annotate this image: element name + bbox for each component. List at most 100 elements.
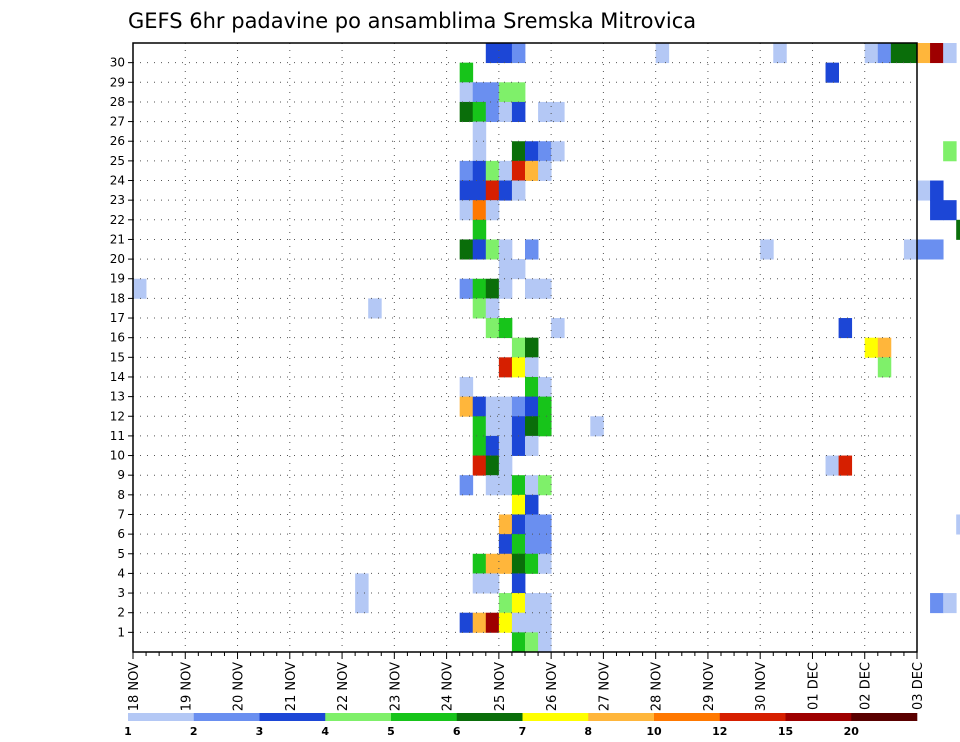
heatmap-cell <box>511 494 526 515</box>
legend-swatch <box>128 713 195 721</box>
heatmap-cell <box>525 494 539 515</box>
heatmap-cell <box>538 396 552 417</box>
heatmap-cell <box>459 376 474 398</box>
heatmap-cell <box>485 160 500 181</box>
heatmap-cell <box>525 239 539 260</box>
heatmap-cell <box>538 553 552 574</box>
y-tick-label: 8 <box>117 488 125 502</box>
heatmap-cell <box>472 416 487 437</box>
y-tick-label: 17 <box>110 311 125 325</box>
y-tick-label: 23 <box>110 193 125 207</box>
heatmap-cell <box>930 180 944 201</box>
heatmap-cell <box>485 43 500 64</box>
legend-label: 6 <box>453 725 461 738</box>
heatmap-cell <box>498 455 513 476</box>
legend-swatch <box>259 713 326 721</box>
y-tick-label: 5 <box>117 547 125 561</box>
heatmap-cell <box>498 43 513 64</box>
heatmap-cell <box>511 435 526 456</box>
heatmap-cell <box>525 396 539 417</box>
y-tick-label: 13 <box>110 390 125 404</box>
heatmap-cell <box>459 612 474 633</box>
heatmap-cell <box>590 416 604 437</box>
heatmap-cell <box>917 239 931 260</box>
y-tick-label: 21 <box>110 232 125 246</box>
heatmap-cell <box>525 534 539 555</box>
heatmap-cell <box>472 82 487 103</box>
heatmap-cell <box>498 160 513 181</box>
heatmap-cell <box>538 593 552 614</box>
heatmap-cell <box>511 573 526 594</box>
y-tick-label: 29 <box>110 75 125 89</box>
y-tick-label: 7 <box>117 507 125 521</box>
heatmap-cell <box>538 160 552 181</box>
heatmap-cell <box>890 43 905 64</box>
legend-label: 2 <box>190 725 198 738</box>
heatmap-cell <box>472 121 487 142</box>
heatmap-cell <box>760 239 774 260</box>
heatmap-cell <box>525 337 539 358</box>
heatmap-cell <box>498 278 513 299</box>
y-tick-label: 11 <box>110 429 125 443</box>
heatmap-cell <box>498 318 513 339</box>
y-tick-label: 10 <box>110 449 125 463</box>
heatmap-cell <box>498 435 513 456</box>
heatmap-cell <box>459 200 474 221</box>
heatmap-cell <box>538 534 552 555</box>
y-tick-label: 4 <box>117 566 125 580</box>
heatmap-cell <box>498 259 513 280</box>
heatmap-cell <box>525 514 539 535</box>
heatmap-cell <box>511 396 526 417</box>
heatmap-cell <box>472 435 487 456</box>
legend-label: 8 <box>584 725 592 738</box>
heatmap-cell <box>472 298 487 319</box>
heatmap-cell <box>864 337 879 358</box>
y-tick-label: 22 <box>110 213 125 227</box>
legend-label: 5 <box>387 725 395 738</box>
heatmap-cell <box>943 141 957 162</box>
y-tick-label: 25 <box>110 154 125 168</box>
x-tick-label: 23 NOV <box>388 662 403 711</box>
x-tick-label: 19 NOV <box>179 662 194 711</box>
legend-swatch <box>719 713 786 721</box>
heatmap-cell <box>511 180 526 201</box>
heatmap-cell <box>472 180 487 201</box>
heatmap-cell <box>498 396 513 417</box>
heatmap-cell <box>930 43 944 64</box>
y-tick-label: 27 <box>110 115 125 129</box>
heatmap-cell <box>525 553 539 574</box>
heatmap-cell <box>511 337 526 358</box>
heatmap-cell <box>943 43 957 64</box>
heatmap-cell <box>498 357 513 378</box>
heatmap-cell <box>485 298 500 319</box>
heatmap-cell <box>498 514 513 535</box>
heatmap-cell <box>485 416 500 437</box>
x-tick-label: 27 NOV <box>597 662 612 711</box>
heatmap-cell <box>551 101 565 122</box>
heatmap-cell <box>472 278 487 299</box>
x-axis-ticks: 18 NOV 19 NOV 20 NOV 21 NOV 22 NOV 23 NOV 24 N… <box>127 652 926 711</box>
heatmap-cell <box>485 200 500 221</box>
legend-swatch <box>654 713 721 721</box>
heatmap-cell <box>472 396 487 417</box>
x-tick-label: 28 NOV <box>650 662 665 711</box>
heatmap-cell <box>877 43 892 64</box>
y-tick-label: 26 <box>110 134 125 148</box>
heatmap-cell <box>472 239 487 260</box>
legend-swatch <box>325 713 392 721</box>
heatmap-cell <box>525 632 539 653</box>
heatmap-cell <box>485 101 500 122</box>
heatmap-cell <box>459 160 474 181</box>
heatmap-cell <box>485 396 500 417</box>
heatmap-cell <box>917 180 931 201</box>
x-tick-label: 25 NOV <box>493 662 508 711</box>
heatmap-cell <box>511 357 526 378</box>
heatmap-cell <box>825 62 839 83</box>
heatmap-cell <box>930 200 944 221</box>
heatmap-cell <box>773 43 787 64</box>
heatmap-cell <box>956 219 960 240</box>
y-tick-label: 12 <box>110 409 125 423</box>
heatmap-cell <box>485 82 500 103</box>
heatmap-cell <box>472 101 487 122</box>
heatmap-cell <box>525 475 539 496</box>
